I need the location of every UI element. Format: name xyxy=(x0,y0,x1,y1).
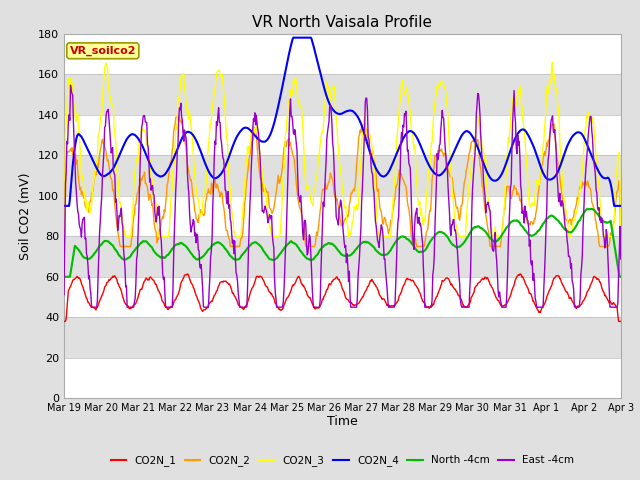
Title: VR North Vaisala Profile: VR North Vaisala Profile xyxy=(252,15,433,30)
Bar xyxy=(64,277,621,317)
Text: VR_soilco2: VR_soilco2 xyxy=(70,46,136,56)
Legend: CO2N_1, CO2N_2, CO2N_3, CO2N_4, North -4cm, East -4cm: CO2N_1, CO2N_2, CO2N_3, CO2N_4, North -4… xyxy=(106,451,579,470)
Bar xyxy=(64,34,621,74)
Bar xyxy=(64,155,621,196)
X-axis label: Time: Time xyxy=(327,415,358,428)
Y-axis label: Soil CO2 (mV): Soil CO2 (mV) xyxy=(19,172,33,260)
Bar xyxy=(64,196,621,236)
Bar xyxy=(64,317,621,358)
Bar xyxy=(64,74,621,115)
Bar xyxy=(64,115,621,155)
Bar xyxy=(64,236,621,277)
Bar xyxy=(64,358,621,398)
